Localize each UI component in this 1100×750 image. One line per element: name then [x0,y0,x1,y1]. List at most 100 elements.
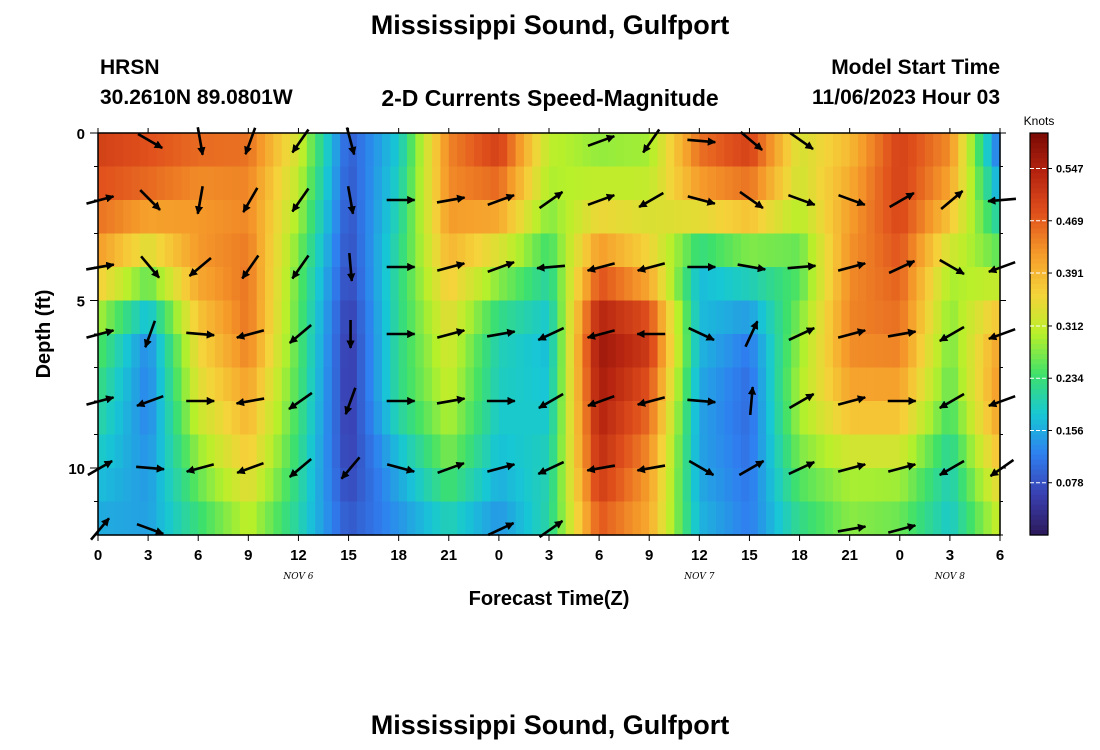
heatmap-cell [899,401,909,436]
heatmap-cell [490,233,500,268]
x-tick-label: 15 [340,547,357,564]
heatmap-cell [239,334,249,369]
heatmap-cell [716,434,725,469]
heatmap-cell [540,468,550,503]
heatmap-cell [782,200,792,235]
heatmap-cell [373,367,383,402]
heatmap-cell [557,133,567,168]
heatmap-cell [665,166,675,201]
heatmap-cell [390,367,400,402]
heatmap-cell [716,334,725,369]
colorbar-swatch [1030,484,1048,491]
heatmap-cell [423,133,433,168]
heatmap-cell [164,334,174,369]
heatmap-cell [131,300,141,335]
current-vector [788,326,815,342]
y-axis-label: Depth (ft) [33,290,55,379]
heatmap-cell [766,334,776,369]
heatmap-cell [457,267,467,302]
heatmap-cell [131,401,141,436]
heatmap-cell [599,367,609,402]
heatmap-cell [607,166,617,201]
x-tick-label: 21 [440,547,457,564]
current-vector [586,464,616,474]
heatmap-cell [607,334,617,369]
heatmap-cell [381,468,391,503]
heatmap-cell [381,200,391,235]
heatmap-cell [123,233,133,268]
heatmap-cell [866,267,876,302]
heatmap-cell [574,200,584,235]
heatmap-cell [139,468,149,503]
current-vector [837,261,866,272]
colorbar-swatch [1030,228,1048,235]
heatmap-cell [181,468,191,503]
heatmap-cell [532,434,542,469]
heatmap-cell [866,166,876,201]
heatmap-cell [281,267,291,302]
current-vector [241,254,260,280]
heatmap-cell [816,200,826,235]
heatmap-cell [916,501,926,536]
colorbar-swatch [1030,293,1048,300]
heatmap-cell [557,166,567,201]
heatmap-cell [866,334,876,369]
heatmap-cell [624,434,634,469]
heatmap-cell [106,501,116,536]
heatmap-cell [198,468,208,503]
current-vector [587,193,616,207]
heatmap-cell [699,501,709,536]
current-vector [889,191,915,209]
heatmap-cell [482,468,492,503]
heatmap-cell [841,166,851,201]
colorbar-swatch [1030,494,1048,501]
heatmap-cell [239,401,249,436]
heatmap-cell [891,434,901,469]
heatmap-cell [189,300,199,335]
heatmap-cell [699,166,709,201]
heatmap-cell [181,200,191,235]
heatmap-cell [958,166,968,201]
heatmap-cell [432,367,442,402]
heatmap-cell [565,501,575,536]
heatmap-cell [649,300,659,335]
heatmap-cell [181,166,191,201]
heatmap-cell [974,133,984,168]
heatmap-cell [164,401,174,436]
heatmap-cell [916,300,926,335]
heatmap-cell [924,334,934,369]
heatmap-cell [791,200,801,235]
heatmap-cell [891,267,901,302]
heatmap-cell [582,200,592,235]
heatmap-cell [457,133,467,168]
heatmap-cell [874,300,884,335]
heatmap-cell [966,468,976,503]
current-vector [86,328,115,339]
heatmap-cell [273,133,283,168]
heatmap-cell [883,233,893,268]
heatmap-cell [114,166,124,201]
current-vector [242,187,259,213]
heatmap-cell [599,200,609,235]
heatmap-cell [465,300,475,335]
heatmap-cell [315,300,325,335]
heatmap-cell [156,200,166,235]
heatmap-cell [465,468,475,503]
heatmap-cell [515,434,525,469]
heatmap-cell [173,334,183,369]
heatmap-cell [423,300,433,335]
heatmap-cell [983,468,993,503]
colorbar-swatch [1030,263,1048,270]
heatmap-cell [214,267,224,302]
heatmap-cell [423,401,433,436]
current-vector [186,330,215,339]
heatmap-cell [432,468,442,503]
heatmap-cell [515,401,525,436]
heatmap-cell [515,200,525,235]
heatmap-cell [390,200,400,235]
heatmap-cell [156,367,166,402]
heatmap-cell [866,501,876,536]
heatmap-cell [908,133,918,168]
heatmap-cell [356,200,366,235]
heatmap-cell [398,200,408,235]
